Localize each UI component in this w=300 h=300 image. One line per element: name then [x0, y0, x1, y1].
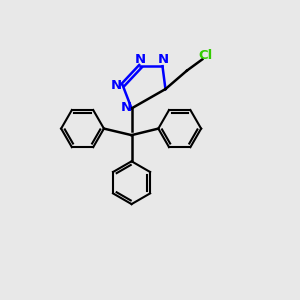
Text: N: N: [121, 101, 132, 114]
Text: N: N: [111, 79, 122, 92]
Text: N: N: [135, 53, 146, 66]
Text: Cl: Cl: [199, 49, 213, 62]
Text: N: N: [158, 53, 169, 66]
